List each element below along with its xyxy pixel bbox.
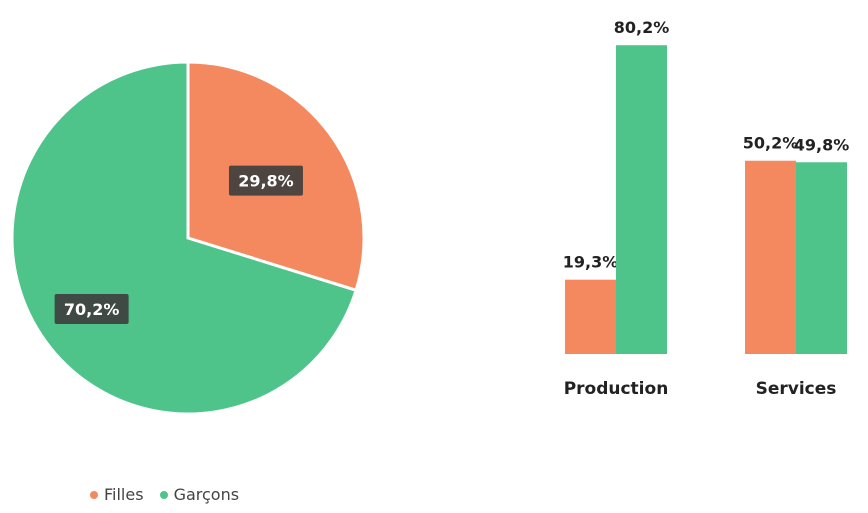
bar-label-production-filles: 19,3% [563,253,619,272]
pie-label-bg-filles [228,165,303,196]
pie-label-bg-garçons [54,293,129,324]
pie-label-filles: 29,8% [238,172,294,191]
legend-dot-filles [90,490,98,499]
bar-services-garçons [796,162,847,354]
legend: Filles Garçons [90,485,239,504]
legend-label-filles: Filles [104,485,144,504]
bar-production-garçons [616,45,667,354]
pie-label-garçons: 70,2% [64,300,120,319]
bar-label-services-filles: 50,2% [743,134,799,153]
category-label-services: Services [756,379,837,399]
bar-services-filles [745,160,796,354]
legend-label-garcons: Garçons [173,485,240,504]
bar-production-filles [565,279,616,354]
pie-slice-garçons [10,60,358,416]
bar-label-production-garçons: 80,2% [614,18,670,37]
category-label-production: Production [564,379,669,399]
legend-item-garcons: Garçons [159,485,240,504]
bar-label-services-garçons: 49,8% [794,135,850,154]
legend-item-filles: Filles [90,485,144,504]
legend-dot-garcons [159,490,168,499]
